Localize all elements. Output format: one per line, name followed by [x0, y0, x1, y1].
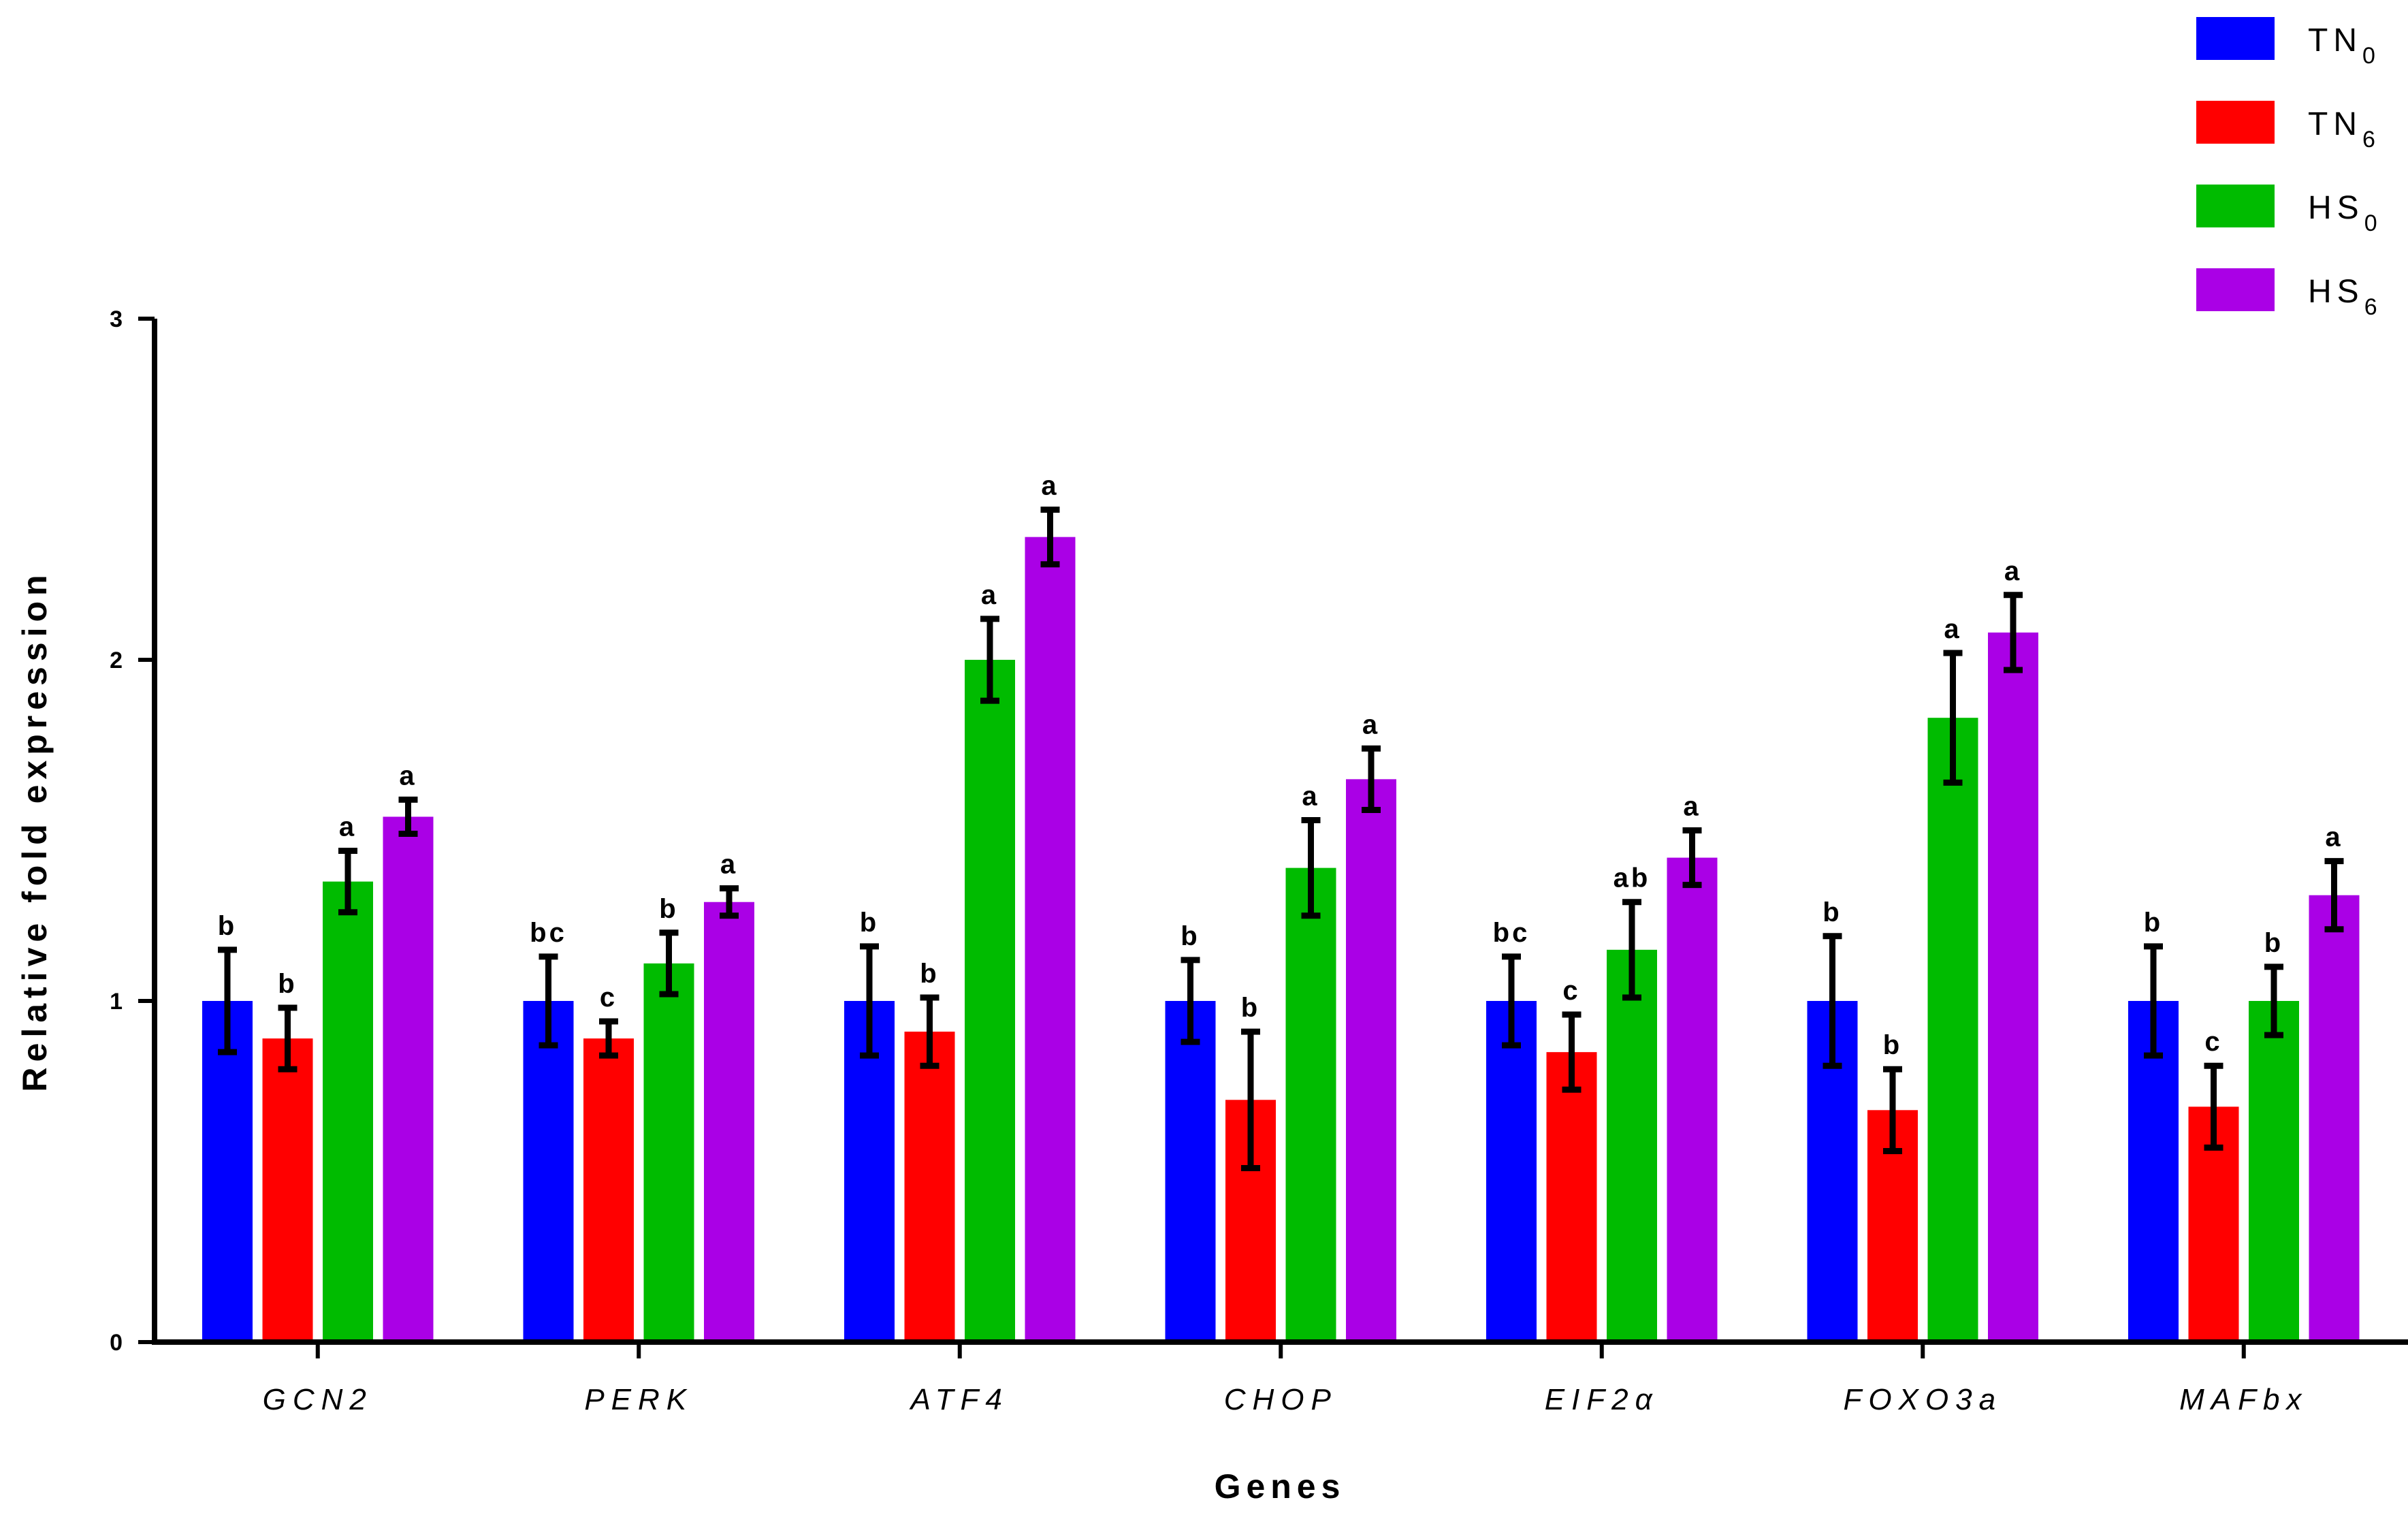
legend-swatch: [2196, 185, 2275, 227]
category-label: ATF4: [909, 1383, 1009, 1416]
bar: [1667, 857, 1718, 1342]
bar: [2249, 1001, 2299, 1342]
bar: [704, 902, 754, 1342]
significance-letter: a: [1041, 471, 1059, 501]
legend-label-main: TN: [2308, 106, 2362, 142]
significance-letter: b: [860, 908, 879, 938]
bar: [1486, 1001, 1537, 1342]
y-axis-title: Relative fold expression: [16, 569, 54, 1092]
y-ticks-layer: 0 1 2 3: [110, 306, 155, 1356]
significance-letter: a: [981, 580, 999, 610]
legend-label: TN0: [2308, 22, 2375, 69]
legend-label-subscript: 0: [2364, 210, 2377, 236]
bar: [523, 1001, 574, 1342]
significance-letter: a: [720, 850, 738, 880]
bar: [2309, 895, 2360, 1342]
bar: [1285, 867, 1336, 1342]
bar: [1988, 632, 2038, 1343]
bar: [262, 1038, 313, 1342]
significance-letter: b: [278, 969, 297, 999]
y-tick-label: 0: [110, 1330, 123, 1356]
bar: [1546, 1052, 1597, 1342]
bar: [904, 1032, 955, 1342]
significance-letter: b: [920, 959, 939, 989]
significance-letter: b: [1181, 921, 1200, 951]
significance-letter: b: [1823, 897, 1842, 927]
significance-letter: ab: [1614, 863, 1651, 893]
significance-letter: c: [1562, 976, 1580, 1006]
significance-letter: bc: [1493, 918, 1530, 948]
bar: [1927, 718, 1978, 1342]
legend-swatch: [2196, 17, 2275, 60]
category-label: FOXO3a: [1843, 1383, 2002, 1416]
axes-layer: [152, 319, 2408, 1345]
significance-letter: a: [1944, 614, 1961, 644]
legend-swatch: [2196, 268, 2275, 311]
significance-letter: a: [1683, 792, 1701, 822]
significance-letter: a: [2325, 823, 2343, 853]
bar: [202, 1001, 253, 1342]
significance-letter: c: [2204, 1027, 2222, 1057]
legend-label-subscript: 0: [2362, 43, 2375, 69]
legend-label-subscript: 6: [2362, 127, 2375, 153]
bar: [383, 816, 434, 1342]
significance-letter: b: [1883, 1030, 1902, 1060]
category-label: PERK: [584, 1383, 693, 1416]
legend-swatch: [2196, 101, 2275, 144]
category-label: MAFbx: [2179, 1383, 2308, 1416]
bars-layer: [202, 537, 2360, 1343]
category-label: CHOP: [1224, 1383, 1338, 1416]
bar: [1607, 949, 1657, 1342]
legend-label-main: HS: [2308, 274, 2364, 310]
bar: [1346, 779, 1396, 1342]
category-label: EIF2α: [1545, 1383, 1659, 1416]
bar: [1025, 537, 1076, 1342]
significance-letter: b: [2264, 928, 2283, 958]
significance-letter: c: [600, 983, 617, 1013]
significance-letter: a: [339, 812, 357, 842]
bar: [965, 660, 1015, 1342]
significance-letter: a: [1362, 710, 1380, 739]
y-tick-label: 3: [110, 306, 123, 332]
legend-label: HS6: [2308, 274, 2377, 320]
x-axis-title: Genes: [1215, 1467, 1346, 1506]
significance-letter: a: [1302, 781, 1319, 811]
category-label: GCN2: [263, 1383, 373, 1416]
significance-letter: a: [399, 761, 417, 791]
significance-letter: b: [2144, 908, 2163, 938]
significance-letter: b: [659, 894, 678, 924]
bar: [1165, 1001, 1216, 1342]
error-bars-layer: [218, 507, 2344, 1171]
significance-letter: b: [1241, 993, 1260, 1023]
y-tick-label: 1: [110, 989, 123, 1015]
bar: [643, 963, 694, 1342]
bar: [323, 881, 373, 1342]
significance-letter: bc: [530, 918, 567, 948]
legend-label-subscript: 6: [2364, 294, 2377, 320]
legend-label-main: TN: [2308, 22, 2362, 59]
x-ticks-layer: GCN2 PERK ATF4 CHOP EIF2α FOXO3a MAFbx: [263, 1342, 2308, 1416]
significance-letter: a: [2004, 556, 2022, 586]
legend-label: TN6: [2308, 106, 2375, 153]
bar: [583, 1038, 634, 1342]
significance-letter: b: [218, 911, 237, 941]
y-tick-label: 2: [110, 648, 123, 673]
legend-label: HS0: [2308, 190, 2377, 236]
legend-label-main: HS: [2308, 190, 2364, 226]
